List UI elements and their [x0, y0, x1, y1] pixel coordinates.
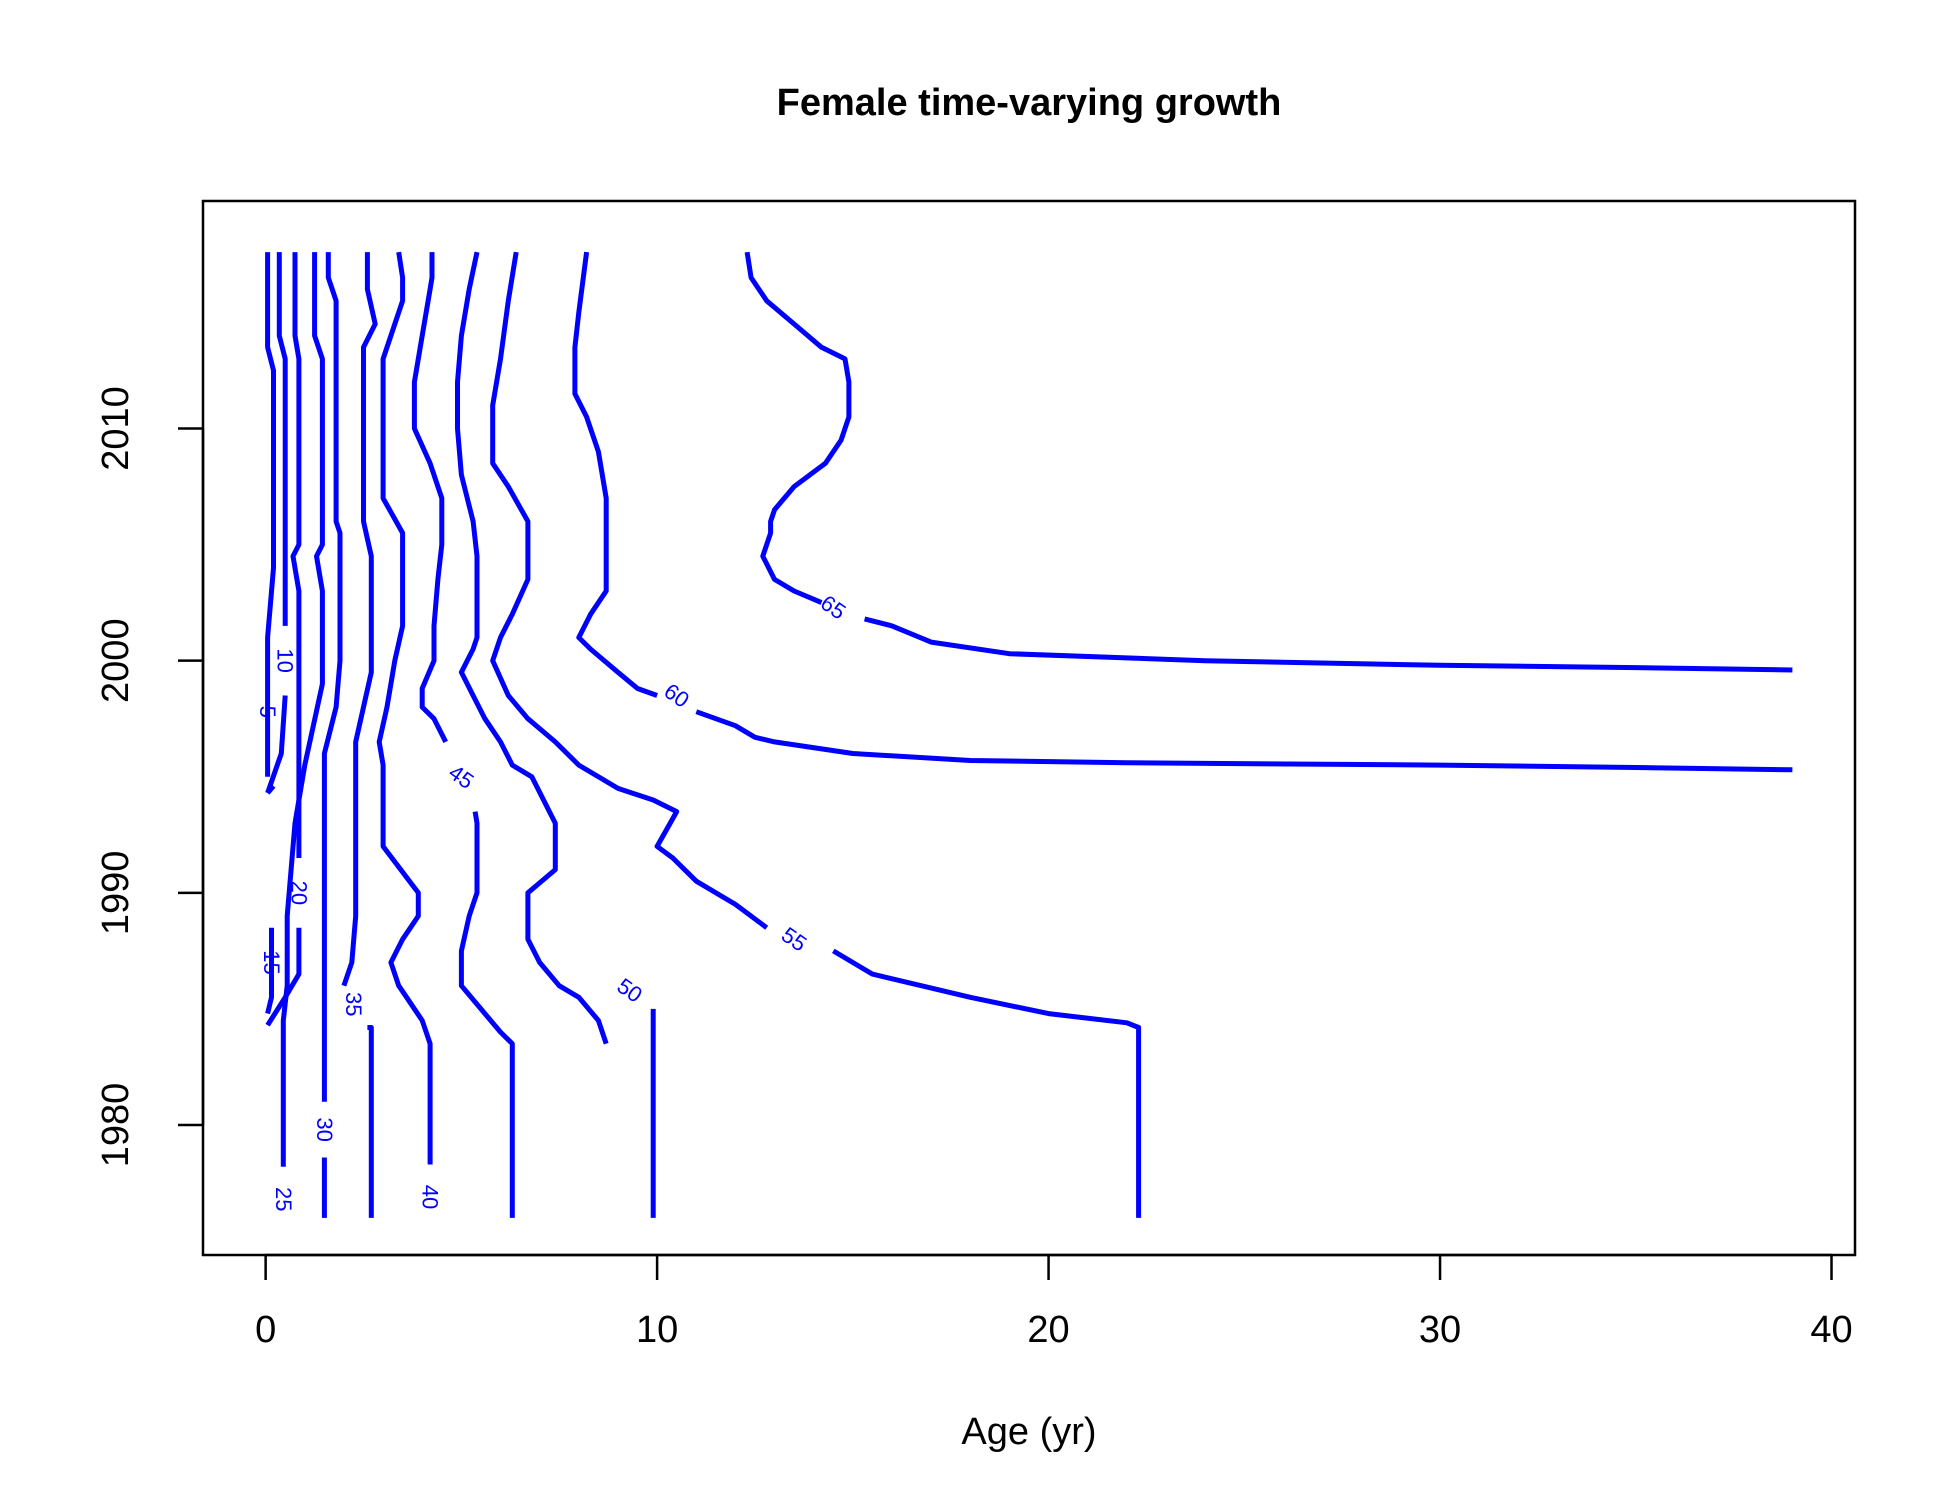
x-tick-label-40: 40: [1810, 1309, 1852, 1351]
contour-line-35-seg-2: [367, 1025, 374, 1218]
contour-line-15-seg-1: [265, 927, 274, 1015]
contour-line-55-seg-2: [832, 948, 1142, 1218]
contour-label-10: 10: [273, 648, 298, 672]
contour-line-45-seg-2: [458, 811, 515, 1218]
x-tick-label-0: 0: [255, 1309, 276, 1351]
contour-line-65-seg-2: [863, 616, 1793, 673]
plot-frame: [201, 199, 1857, 1257]
contour-line-45-seg-1: [411, 252, 448, 744]
contour-label-35: 35: [341, 992, 366, 1016]
contour-line-10-seg-2: [265, 695, 288, 794]
contour-line-60-seg-1: [572, 251, 658, 698]
contour-line-5-seg-1: [265, 252, 276, 777]
contour-line-30-seg-1: [321, 252, 343, 1102]
contour-line-50-seg-1: [455, 251, 609, 1045]
y-tick-label-1980: 1980: [95, 1083, 137, 1168]
y-tick-label-1990: 1990: [95, 851, 137, 936]
x-axis-label: Age (yr): [961, 1411, 1096, 1453]
contour-line-20-seg-2: [265, 927, 302, 1027]
contour-line-10-seg-1: [276, 252, 288, 626]
y-axis: 1980 1990 2000 2010: [95, 386, 205, 1168]
contour-label-65: 65: [816, 590, 850, 625]
contour-level-labels: 5 10 15 20 25 30 35 40 45 50 55 60 65: [255, 590, 850, 1212]
contour-label-60: 60: [659, 678, 693, 713]
y-tick-label-2000: 2000: [95, 618, 137, 703]
contour-line-65-seg-1: [744, 251, 852, 605]
contour-label-30: 30: [312, 1117, 337, 1141]
contour-lines: [265, 251, 1793, 1218]
contour-label-40: 40: [418, 1185, 443, 1209]
contour-line-55-seg-1: [490, 251, 769, 930]
contour-line-25-seg-1: [280, 252, 325, 1167]
x-tick-label-30: 30: [1419, 1309, 1461, 1351]
x-tick-label-10: 10: [636, 1309, 678, 1351]
contour-line-60-seg-2: [695, 709, 1793, 773]
x-tick-label-20: 20: [1027, 1309, 1069, 1351]
contour-label-5: 5: [255, 706, 280, 718]
contour-line-35-seg-1: [341, 252, 378, 987]
chart-title: Female time-varying growth: [777, 82, 1282, 124]
contour-label-50: 50: [613, 973, 647, 1008]
contour-label-25: 25: [271, 1187, 296, 1211]
contour-label-20: 20: [286, 881, 311, 905]
x-axis: 0 10 20 30 40: [255, 1253, 1853, 1351]
contour-label-55: 55: [777, 922, 811, 957]
y-tick-label-2010: 2010: [95, 386, 137, 471]
contour-label-15: 15: [259, 950, 284, 974]
contour-line-40-seg-1: [376, 251, 433, 1165]
contour-label-45: 45: [444, 759, 478, 794]
contour-line-20-seg-1: [290, 252, 302, 858]
